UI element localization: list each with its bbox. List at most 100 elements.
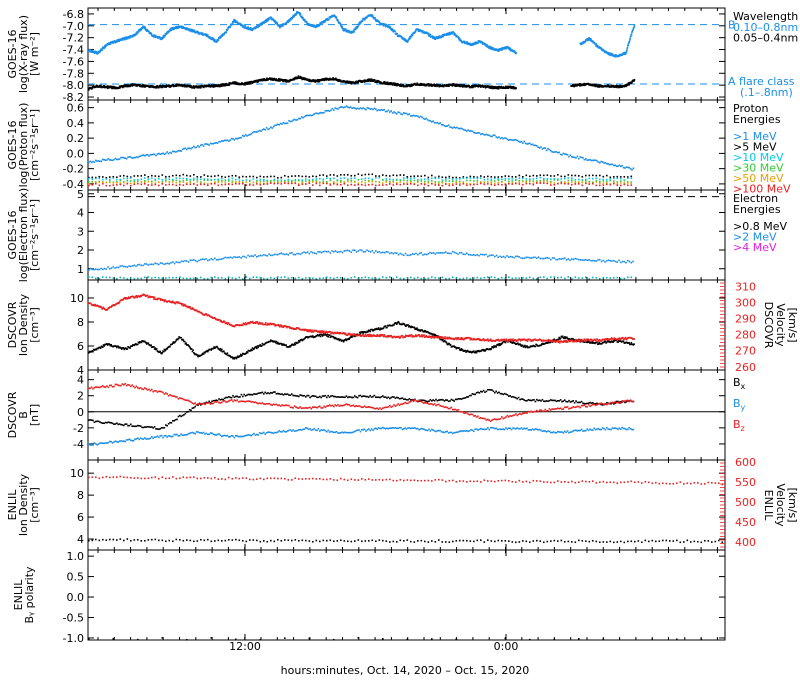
data-point [195,146,198,149]
data-point [630,184,633,186]
data-point [96,84,98,87]
data-point [578,178,580,181]
data-point [414,82,416,85]
data-point [610,54,612,57]
data-point [287,182,290,185]
data-point [537,256,540,258]
data-point [98,180,101,183]
data-point [144,263,146,265]
data-point [518,181,521,184]
data-point [586,259,589,261]
data-point [180,260,183,263]
data-point [166,32,168,34]
data-point [230,137,233,140]
data-point [182,260,185,263]
data-point [181,83,183,86]
data-point [529,257,531,259]
data-point [358,23,361,26]
data-point [532,183,535,186]
data-point [403,112,405,114]
data-point [595,174,598,177]
data-point [569,259,571,262]
data-point [286,20,289,22]
y-tick-label: 6 [77,340,84,353]
data-point [458,38,460,41]
data-point [452,250,454,253]
data-point [178,83,181,86]
data-point [307,22,310,25]
data-point [158,351,161,354]
data-point [550,276,552,279]
data-point [606,183,608,186]
data-point [455,181,458,184]
data-point [270,79,273,81]
data-point [172,179,174,182]
data-point [410,183,412,185]
data-point [340,179,342,182]
data-point [231,174,234,177]
data-point [463,84,466,86]
data-point [344,29,346,31]
data-point [494,182,496,185]
data-point [451,32,454,35]
data-point [151,153,153,156]
data-point [599,184,601,187]
data-point [567,181,570,184]
data-point [224,84,227,87]
data-point [494,49,497,51]
data-point [585,178,587,181]
data-point [452,180,454,183]
data-point [627,276,629,279]
data-point [278,252,281,255]
data-point [428,119,430,122]
data-point [581,181,584,184]
data-point [450,252,452,255]
data-point [488,254,491,257]
data-point [539,174,542,177]
data-point [466,177,468,179]
data-point [291,175,293,177]
data-point [256,255,258,258]
data-point [217,277,220,279]
data-point [221,35,223,37]
data-point [448,182,451,185]
data-point [532,256,535,259]
data-point [118,158,121,160]
data-point [144,276,146,279]
data-point [155,348,158,350]
data-point [249,182,251,185]
data-point [158,175,160,178]
data-point [116,184,118,186]
data-point [374,17,376,19]
data-point [151,277,153,279]
data-point [196,181,199,183]
data-point [200,33,203,36]
data-point [602,175,605,178]
data-point [469,253,472,256]
data-point [229,26,231,28]
data-point [410,175,412,178]
data-point [403,182,405,184]
data-point [616,177,619,180]
data-point [326,250,328,253]
data-point [256,183,258,185]
data-point [130,180,132,182]
data-point [116,266,118,269]
data-point [327,250,330,253]
data-point [99,50,102,53]
data-point [445,251,447,253]
data-point [292,15,294,18]
data-point [261,79,264,81]
data-point [490,176,493,178]
data-point [152,35,154,37]
data-point [344,28,347,31]
data-point [499,137,502,140]
data-point [441,276,444,279]
data-point [473,43,475,46]
data-point [216,142,219,144]
data-point [469,179,472,182]
data-point [128,155,131,158]
data-point [250,27,252,29]
data-point [335,16,338,18]
data-point [394,112,397,114]
